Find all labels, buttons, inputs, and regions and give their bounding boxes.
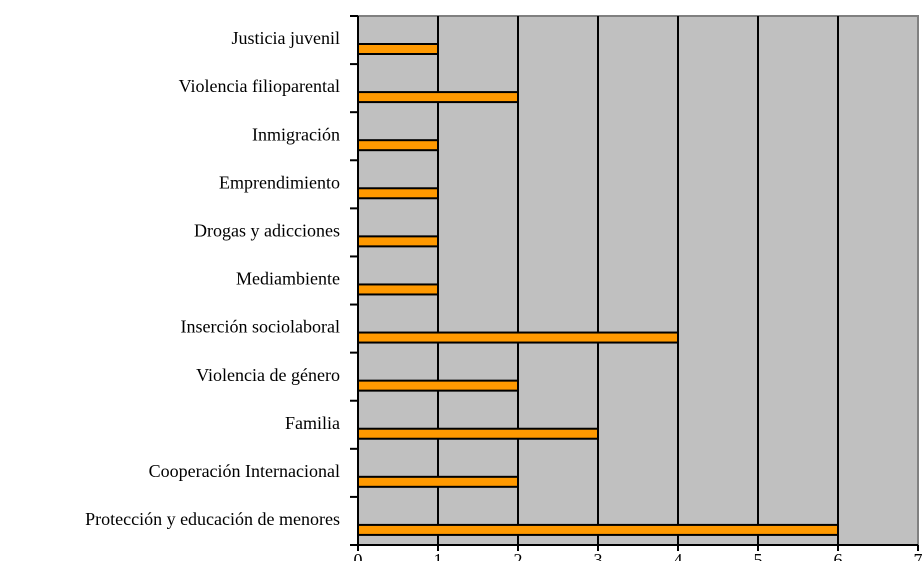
bar [357,283,439,296]
y-tick-label: Familia [285,413,340,433]
y-tick-label: Protección y educación de menores [85,509,340,529]
x-tick-label: 6 [834,550,843,561]
bar [357,139,439,152]
x-tick-label: 4 [674,550,683,561]
y-tick-label: Violencia filioparental [179,76,340,96]
y-tick-label: Violencia de género [196,365,340,385]
bar [357,235,439,248]
bar [357,187,439,200]
bar [357,331,679,344]
x-tick-label: 0 [354,550,363,561]
bar [357,523,839,536]
bar [357,427,599,440]
y-tick-label: Drogas y adicciones [194,220,340,240]
y-tick-label: Cooperación Internacional [149,461,340,481]
y-tick-label: Inmigración [252,124,340,144]
x-tick-label: 5 [754,550,763,561]
x-tick-label: 1 [434,550,443,561]
plot-area [357,15,919,546]
bar [357,43,439,55]
y-tick-label: Inserción sociolaboral [181,317,340,337]
bar [357,379,519,392]
bar [357,91,519,104]
y-tick-label: Mediambiente [236,269,340,289]
bar [357,475,519,488]
x-tick-label: 7 [914,550,923,561]
x-tick-label: 3 [594,550,603,561]
x-tick-label: 2 [514,550,523,561]
y-tick-label: Emprendimiento [219,172,340,192]
y-tick-label: Justicia juvenil [232,28,340,48]
